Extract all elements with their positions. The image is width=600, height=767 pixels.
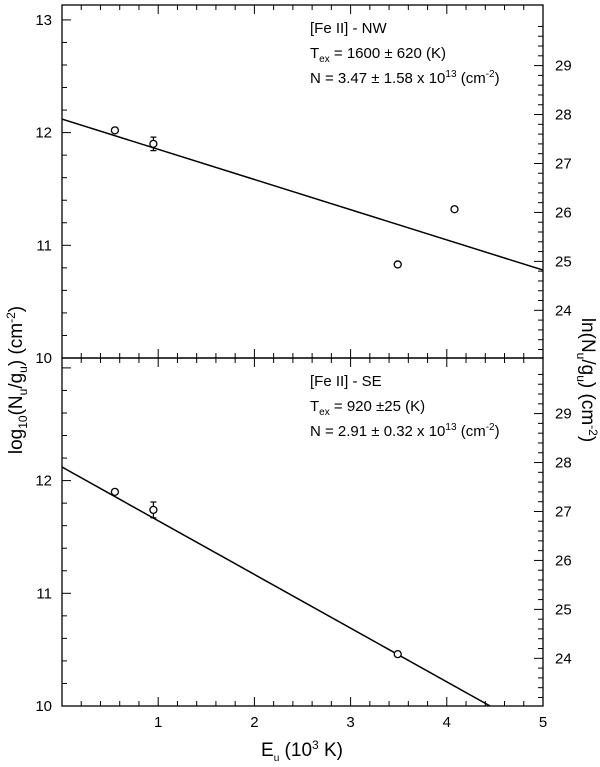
annotation-top-tex: Tex = 1600 ± 620 (K) — [310, 45, 446, 65]
data-point — [149, 139, 158, 149]
plot-frame-top — [61, 4, 544, 359]
data-point — [110, 487, 120, 497]
y-tick-label-right: 28 — [555, 107, 572, 124]
data-point — [393, 260, 402, 269]
fit-line-top — [62, 118, 543, 271]
y-tick-label-right: 27 — [555, 503, 572, 520]
fit-line-bottom — [62, 466, 491, 706]
y-tick-label-right: 24 — [555, 302, 572, 319]
data-point — [110, 126, 120, 135]
x-tick-label: 3 — [346, 714, 354, 731]
y-tick-label-right: 27 — [555, 155, 572, 172]
annotation-top-title: [Fe II] - NW — [310, 20, 388, 37]
x-tick-label: 5 — [539, 714, 547, 731]
annotation-top: [Fe II] - NW Tex = 1600 ± 620 (K) N = 3.… — [310, 20, 500, 87]
y-tick-label-left: 10 — [35, 350, 52, 367]
x-tick-label: 4 — [443, 714, 451, 731]
y-tick-label-right: 26 — [555, 204, 572, 221]
y-tick-label-right: 26 — [555, 552, 572, 569]
annotation-bottom: [Fe II] - SE Tex = 920 ±25 (K) N = 2.91 … — [310, 373, 500, 440]
annotation-top-n: N = 3.47 ± 1.58 x 1013 (cm-2) — [310, 69, 500, 87]
y-tick-label-left: 11 — [36, 237, 52, 254]
x-axis-title: Eu (103 K) — [261, 738, 343, 764]
data-point — [393, 650, 402, 659]
y-tick-label-right: 25 — [555, 601, 572, 618]
panel-top: 10 11 12 13 24 25 26 27 28 29 — [35, 4, 572, 367]
annotation-bottom-tex: Tex = 920 ±25 (K) — [310, 398, 425, 418]
y-tick-label-right: 28 — [555, 455, 572, 472]
annotation-bottom-title: [Fe II] - SE — [310, 373, 382, 390]
y-axis-right-title: ln(Nu/gu) (cm-2) — [574, 318, 600, 442]
y-tick-label-left: 10 — [35, 698, 52, 715]
y-tick-label-left: 11 — [36, 585, 52, 602]
y-tick-label-right: 29 — [555, 58, 572, 75]
annotation-bottom-n: N = 2.91 ± 0.32 x 1013 (cm-2) — [310, 422, 500, 440]
x-tick-label: 1 — [154, 714, 162, 731]
y-tick-label-left: 13 — [35, 12, 52, 29]
x-tick-label: 2 — [250, 714, 258, 731]
y-axis-left-title: log10(Nu/gu) (cm-2) — [4, 306, 30, 454]
y-tick-label-left: 12 — [35, 125, 52, 142]
y-tick-label-right: 24 — [555, 650, 572, 667]
y-tick-label-right: 29 — [555, 406, 572, 423]
y-tick-label-right: 25 — [555, 253, 572, 270]
data-point — [450, 205, 459, 214]
plot-frame-bottom — [61, 357, 544, 707]
y-tick-label-left: 12 — [35, 473, 52, 490]
data-point — [149, 505, 158, 515]
